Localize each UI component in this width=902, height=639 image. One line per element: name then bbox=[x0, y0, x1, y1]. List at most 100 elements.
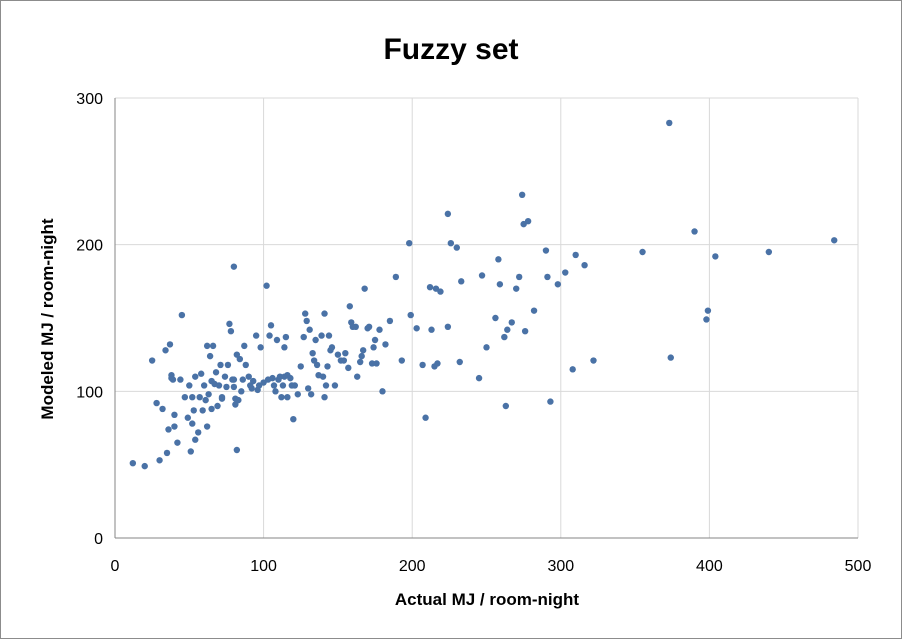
data-point bbox=[554, 281, 562, 288]
data-point bbox=[340, 357, 348, 364]
data-point bbox=[209, 342, 217, 350]
data-point bbox=[691, 228, 698, 235]
data-point bbox=[200, 382, 208, 389]
data-point bbox=[434, 360, 441, 367]
data-point bbox=[501, 333, 508, 341]
data-point bbox=[666, 119, 673, 127]
y-tick-label: 300 bbox=[76, 91, 103, 108]
data-point bbox=[273, 336, 281, 344]
data-point bbox=[159, 405, 166, 413]
data-point bbox=[238, 388, 245, 395]
data-point bbox=[392, 273, 400, 281]
data-point bbox=[765, 248, 773, 256]
data-point bbox=[547, 398, 554, 405]
data-point bbox=[224, 361, 232, 369]
data-point bbox=[241, 342, 248, 350]
data-point bbox=[236, 355, 244, 363]
data-point bbox=[406, 240, 413, 247]
data-point bbox=[319, 373, 327, 380]
data-point bbox=[458, 278, 465, 285]
data-point bbox=[379, 388, 386, 395]
data-point bbox=[245, 373, 252, 380]
data-point bbox=[304, 385, 312, 392]
data-point bbox=[192, 436, 199, 443]
data-point bbox=[208, 405, 215, 413]
data-point bbox=[235, 396, 242, 404]
data-point bbox=[307, 391, 315, 398]
data-point bbox=[371, 336, 379, 344]
data-point bbox=[276, 373, 284, 380]
data-point bbox=[370, 344, 377, 351]
data-point bbox=[386, 317, 394, 325]
data-point bbox=[321, 310, 328, 317]
x-tick-label: 500 bbox=[845, 558, 872, 575]
data-point bbox=[359, 347, 367, 354]
data-point bbox=[352, 323, 359, 330]
data-point bbox=[426, 284, 434, 291]
y-tick-label: 0 bbox=[94, 531, 103, 548]
data-point bbox=[272, 388, 279, 395]
data-point bbox=[504, 326, 511, 333]
data-point bbox=[309, 350, 316, 357]
data-point bbox=[492, 314, 499, 322]
data-point bbox=[239, 376, 246, 383]
data-point bbox=[153, 399, 160, 407]
data-point bbox=[257, 344, 264, 351]
data-point bbox=[218, 394, 226, 401]
data-point bbox=[284, 394, 291, 401]
data-point bbox=[515, 273, 523, 281]
x-tick-label: 300 bbox=[547, 558, 574, 575]
data-point bbox=[303, 317, 310, 325]
data-point bbox=[376, 326, 383, 333]
data-point bbox=[162, 347, 169, 354]
data-point bbox=[321, 394, 328, 401]
data-point bbox=[184, 414, 192, 421]
data-point bbox=[282, 333, 290, 341]
data-point bbox=[530, 307, 538, 314]
data-point bbox=[502, 402, 510, 410]
data-point bbox=[428, 326, 435, 333]
data-point bbox=[419, 361, 426, 369]
data-point bbox=[437, 288, 444, 295]
data-point bbox=[444, 210, 452, 218]
data-point bbox=[148, 357, 156, 364]
data-point bbox=[639, 248, 646, 256]
data-point bbox=[328, 344, 336, 351]
data-point bbox=[562, 269, 569, 276]
data-point bbox=[356, 358, 364, 366]
data-point bbox=[518, 191, 526, 198]
data-point bbox=[203, 423, 211, 430]
x-tick-label: 400 bbox=[696, 558, 723, 575]
data-point bbox=[513, 285, 520, 292]
x-tick-labels: 0 100 200 300 400 500 bbox=[111, 558, 872, 575]
data-points bbox=[129, 119, 838, 470]
data-point bbox=[226, 320, 233, 328]
data-point bbox=[306, 326, 313, 333]
data-point bbox=[166, 341, 174, 348]
data-point bbox=[354, 373, 361, 380]
y-tick-label: 100 bbox=[76, 384, 103, 401]
y-axis-title: Modeled MJ / room-night bbox=[38, 218, 57, 419]
data-point bbox=[302, 310, 309, 317]
data-point bbox=[278, 394, 285, 401]
data-point bbox=[569, 366, 576, 373]
data-point bbox=[361, 285, 368, 292]
data-point bbox=[199, 407, 206, 414]
data-point bbox=[475, 374, 483, 382]
data-point bbox=[215, 382, 223, 389]
data-point bbox=[334, 351, 342, 358]
data-point bbox=[297, 363, 304, 370]
gridlines bbox=[115, 97, 859, 538]
data-point bbox=[230, 383, 238, 391]
data-point bbox=[249, 377, 257, 385]
data-point bbox=[129, 460, 137, 467]
data-point bbox=[313, 361, 321, 369]
data-point bbox=[544, 273, 551, 281]
data-point bbox=[171, 411, 178, 418]
data-point bbox=[281, 344, 288, 351]
data-point bbox=[186, 382, 193, 389]
data-point bbox=[187, 448, 194, 455]
data-point bbox=[163, 449, 171, 457]
data-point bbox=[346, 303, 353, 310]
